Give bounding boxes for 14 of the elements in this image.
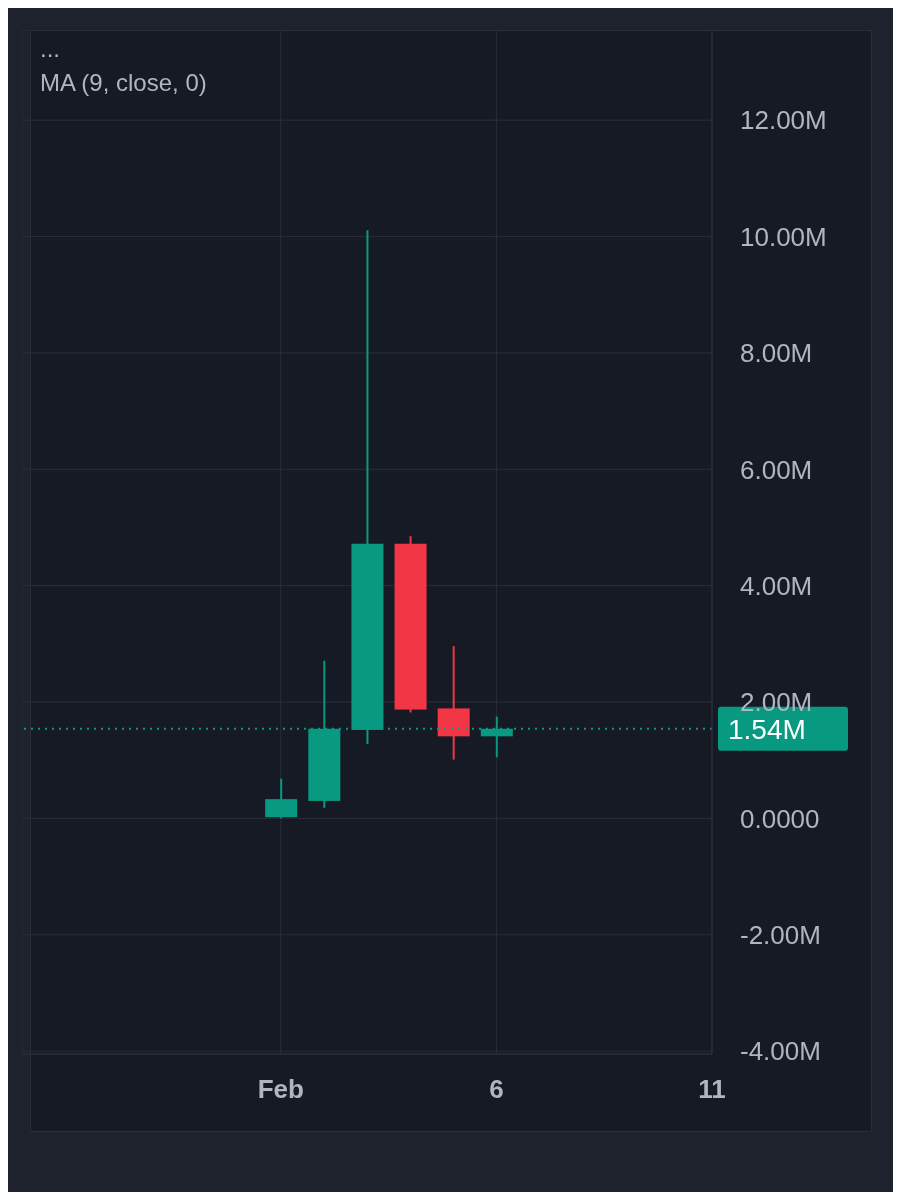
y-tick-label: 6.00M: [740, 454, 813, 485]
x-tick-label: Feb: [257, 1074, 304, 1105]
y-tick-label: 12.00M: [740, 105, 827, 136]
y-tick-label: 8.00M: [740, 338, 813, 369]
x-tick-label: 11: [698, 1074, 726, 1105]
y-tick-label: -4.00M: [740, 1036, 821, 1067]
annotation: ...: [40, 34, 61, 64]
y-tick-label: -2.00M: [740, 919, 821, 950]
annotation: MA (9, close, 0): [40, 68, 207, 98]
y-tick-label: 0.0000: [740, 803, 820, 834]
x-tick-label: 6: [489, 1074, 504, 1105]
y-tick-label: 10.00M: [740, 221, 827, 252]
ref-line-label: 1.54M: [728, 713, 806, 745]
y-tick-label: 4.00M: [740, 570, 813, 601]
